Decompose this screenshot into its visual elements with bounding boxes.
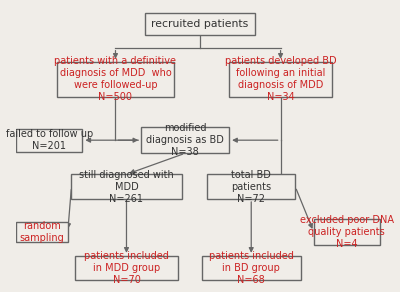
FancyBboxPatch shape	[229, 62, 332, 97]
Text: still diagnosed with
MDD
N=261: still diagnosed with MDD N=261	[79, 170, 174, 204]
FancyBboxPatch shape	[202, 256, 301, 280]
FancyBboxPatch shape	[16, 128, 82, 152]
FancyBboxPatch shape	[72, 174, 182, 199]
Text: failed to follow up
N=201: failed to follow up N=201	[6, 129, 93, 151]
FancyBboxPatch shape	[141, 127, 229, 153]
FancyBboxPatch shape	[145, 13, 255, 35]
Text: excluded poor DNA
quality patients
N=4: excluded poor DNA quality patients N=4	[300, 215, 394, 249]
Text: patients developed BD
following an initial
diagnosis of MDD
N=34: patients developed BD following an initi…	[225, 56, 336, 102]
FancyBboxPatch shape	[75, 256, 178, 280]
Text: patients included
in BD group
N=68: patients included in BD group N=68	[209, 251, 294, 285]
Text: patients with a definitive
diagnosis of MDD  who
were followed-up
N=500: patients with a definitive diagnosis of …	[54, 56, 176, 102]
FancyBboxPatch shape	[314, 219, 380, 245]
FancyBboxPatch shape	[16, 222, 68, 242]
Text: recruited patients: recruited patients	[151, 19, 248, 29]
FancyBboxPatch shape	[207, 174, 295, 199]
Text: total BD
patients
N=72: total BD patients N=72	[231, 170, 271, 204]
Text: random
sampling: random sampling	[20, 221, 64, 243]
FancyBboxPatch shape	[57, 62, 174, 97]
Text: modified
diagnosis as BD
N=38: modified diagnosis as BD N=38	[146, 123, 224, 157]
Text: patients included
in MDD group
N=70: patients included in MDD group N=70	[84, 251, 169, 285]
